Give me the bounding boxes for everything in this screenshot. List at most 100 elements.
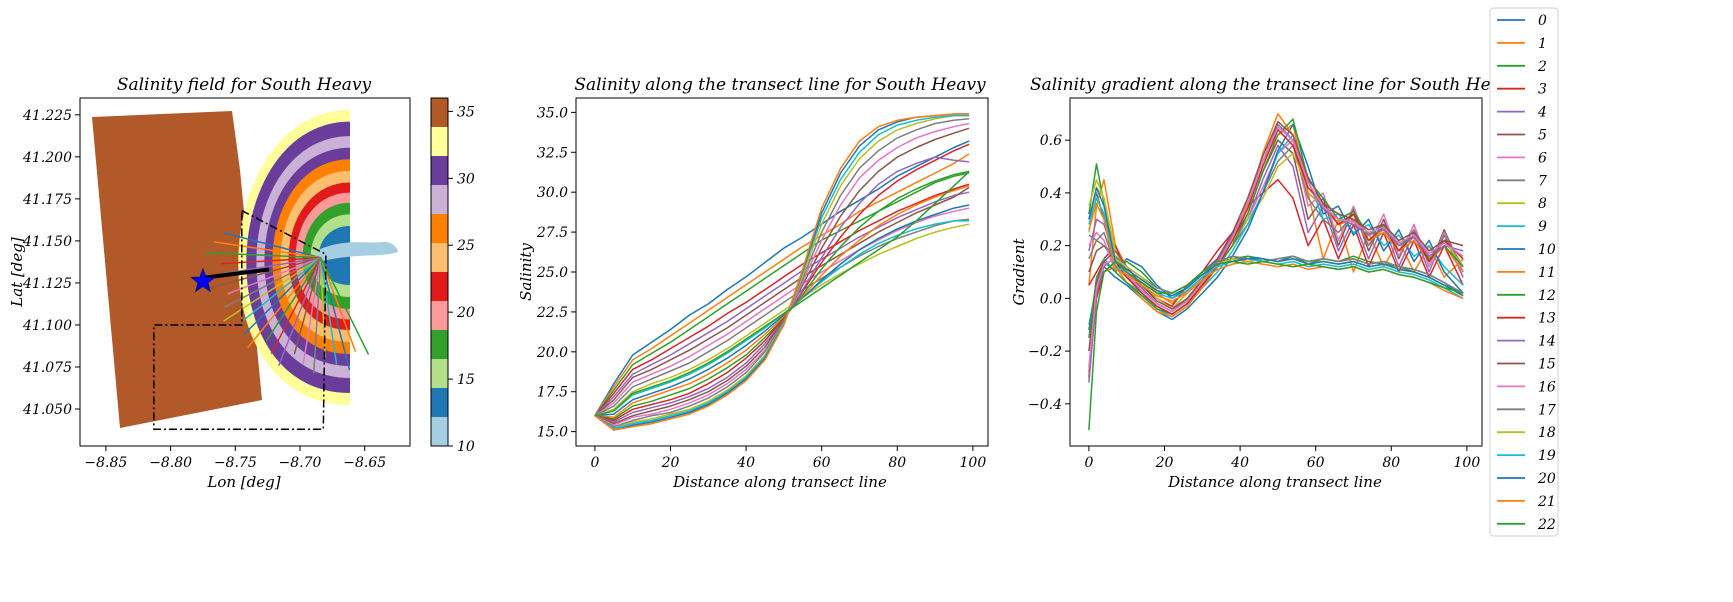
salinity-ytick-label: 17.5 [537, 385, 568, 401]
colorbar: 10 15 20 25 30 35 [430, 97, 475, 455]
transect-line-0 [223, 232, 321, 259]
gradient-series-line-16 [1088, 126, 1464, 367]
gradient-xtick-label: 80 [1382, 455, 1400, 471]
transect-line-8 [223, 257, 322, 322]
map-ytick-label: 41.125 [22, 276, 72, 292]
salinity-series-line-7 [594, 218, 970, 417]
transect-line-6 [227, 257, 321, 295]
salinity-series-line-2 [594, 172, 970, 417]
gradient-ylabel: Gradient [1010, 237, 1028, 305]
salinity-series-line-12 [594, 170, 970, 420]
salinity-series-line-18 [594, 114, 970, 430]
map-ytick-label: 41.225 [22, 108, 72, 124]
colorbar-cell-6 [431, 243, 448, 272]
legend-label-13: 13 [1538, 311, 1556, 327]
legend-label-21: 21 [1537, 494, 1556, 510]
colorbar-cell-8 [431, 185, 448, 214]
legend-label-8: 8 [1538, 196, 1547, 212]
map-xtick-label: −8.80 [149, 455, 192, 471]
salinity-xlabel: Distance along transect line [672, 473, 887, 491]
colorbar-cell-3 [431, 330, 448, 359]
salinity-series-line-4 [594, 191, 970, 417]
gradient-xtick-label: 0 [1084, 455, 1093, 471]
salinity-ytick-label: 32.5 [537, 145, 568, 161]
transect-line-22 [320, 257, 370, 355]
transect-line-2 [204, 251, 321, 259]
transect-line-17 [313, 257, 322, 374]
gradient-ticks: 0 20 40 60 80 100 −0.4 −0.2 0.0 0.2 0.4 0.6 [1028, 133, 1480, 471]
salinity-series [594, 113, 970, 431]
star-marker [190, 267, 216, 293]
colorbar-cell-2 [431, 359, 448, 388]
gradient-xtick-label: 20 [1155, 455, 1174, 471]
transect-line-10 [243, 257, 322, 335]
transect-line-15 [293, 257, 322, 355]
colorbar-cell-1 [431, 388, 448, 417]
map-ylabel: Lat [deg] [8, 237, 26, 308]
salinity-xtick-label: 100 [960, 455, 987, 471]
gradient-series-line-20 [1088, 186, 1464, 297]
legend-label-20: 20 [1537, 471, 1556, 487]
transect-line-19 [319, 257, 338, 365]
gradient-xtick-label: 60 [1307, 455, 1325, 471]
gradient-series [1088, 113, 1464, 431]
colorbar-tick-label: 10 [457, 439, 475, 455]
salinity-ytick-label: 22.5 [536, 305, 568, 321]
map-xtick-label: −8.70 [279, 455, 322, 471]
salinity-series-line-6 [594, 207, 970, 417]
map-frame [79, 97, 411, 447]
colorbar-cell-4 [431, 301, 448, 330]
salinity-series-line-14 [594, 156, 970, 423]
legend-label-0: 0 [1538, 13, 1547, 29]
salinity-ytick-label: 30.0 [537, 185, 568, 201]
legend-label-3: 3 [1538, 82, 1547, 98]
map-ytick-label: 41.175 [22, 192, 72, 208]
legend-label-14: 14 [1538, 334, 1556, 350]
river-freshwater [318, 241, 398, 262]
survey-boundary [153, 209, 327, 430]
salinity-ylabel: Salinity [517, 243, 535, 301]
salinity-ytick-label: 35.0 [537, 105, 568, 121]
legend-label-9: 9 [1538, 219, 1547, 235]
salinity-xtick-label: 40 [736, 455, 755, 471]
salinity-xtick-label: 80 [888, 455, 906, 471]
map-ytick-label: 41.050 [22, 402, 72, 418]
gradient-xtick-label: 100 [1454, 455, 1481, 471]
salinity-xtick-label: 20 [661, 455, 680, 471]
salinity-ytick-label: 27.5 [536, 225, 568, 241]
transect-line-12 [265, 257, 322, 342]
colorbar-tick-label: 20 [456, 305, 475, 321]
transect-line-11 [247, 257, 322, 349]
salinity-series-line-8 [594, 223, 970, 417]
map-ticks: −8.85 −8.80 −8.75 −8.70 −8.65 41.050 41.075 41.… [22, 108, 386, 471]
legend-label-4: 4 [1537, 105, 1547, 121]
gradient-ytick-label: −0.4 [1028, 397, 1062, 413]
salinity-ticks: 0 20 40 60 80 100 15.0 17.5 20.0 22.5 25.0 27.5 30.0… [536, 105, 986, 471]
transect-line-5 [208, 256, 321, 290]
map-xtick-label: −8.75 [214, 455, 257, 471]
legend-label-12: 12 [1538, 288, 1556, 304]
gradient-ytick-label: −0.2 [1028, 344, 1062, 360]
transect-line-13 [270, 257, 322, 355]
salinity-series-line-0 [594, 140, 970, 417]
transect-line-16 [302, 257, 322, 365]
salinity-series-line-3 [594, 183, 970, 417]
gradient-xtick-label: 40 [1230, 455, 1249, 471]
legend-label-10: 10 [1538, 242, 1556, 258]
legend-label-2: 2 [1537, 59, 1547, 75]
transect-line-3 [220, 256, 321, 265]
map-title: Salinity field for South Heavy [117, 75, 372, 95]
salinity-field [92, 110, 398, 428]
colorbar-cell-10 [431, 127, 448, 156]
map-xtick-label: −8.85 [84, 455, 127, 471]
colorbar-tick-label: 15 [457, 372, 475, 388]
legend-label-11: 11 [1538, 265, 1556, 281]
map-ytick-label: 41.100 [22, 318, 72, 334]
legend-label-17: 17 [1538, 402, 1556, 418]
salinity-ytick-label: 25.0 [536, 265, 568, 281]
gradient-xlabel: Distance along transect line [1167, 473, 1382, 491]
salinity-series-line-20 [594, 113, 970, 431]
legend-label-16: 16 [1538, 379, 1556, 395]
